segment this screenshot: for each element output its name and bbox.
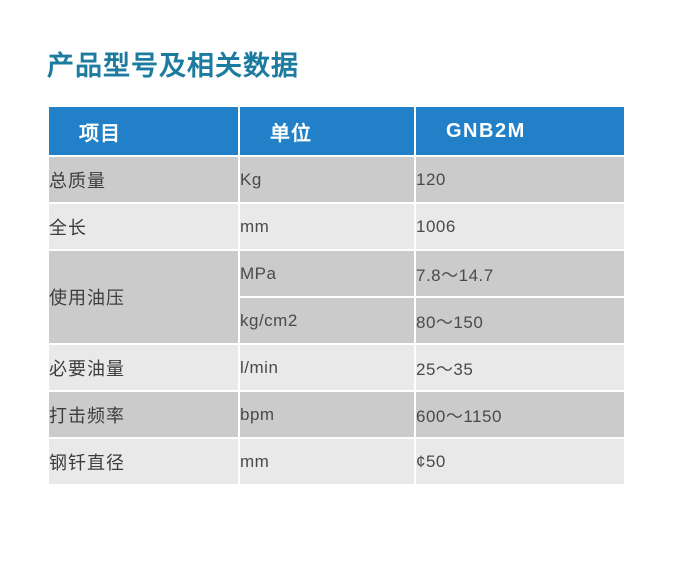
row-unit-label: mm bbox=[240, 439, 414, 484]
row-unit-label: mm bbox=[240, 204, 414, 249]
row-unit-label: kg/cm2 bbox=[240, 298, 414, 343]
table-header: 项目 单位 GNB2M bbox=[49, 107, 624, 155]
row-value-label: 120 bbox=[416, 157, 624, 202]
column-header-unit: 单位 bbox=[240, 107, 414, 155]
table-row: 全长 mm 1006 bbox=[49, 204, 624, 249]
row-unit-label: bpm bbox=[240, 392, 414, 437]
table-row: kg/cm2 80～150 bbox=[49, 298, 624, 343]
row-unit-label: MPa bbox=[240, 251, 414, 296]
row-unit-label: l/min bbox=[240, 345, 414, 390]
table-row: 钢钎直径 mm ¢50 bbox=[49, 439, 624, 484]
product-spec-table: 项目 单位 GNB2M 总质量 Kg 120 全长 mm 1006 使用油压 M… bbox=[47, 105, 626, 486]
column-header-item: 项目 bbox=[49, 107, 238, 155]
row-value-label: 25～35 bbox=[416, 345, 624, 390]
row-item-label: 必要油量 bbox=[49, 345, 238, 390]
table-row: 打击频率 bpm 600～1150 bbox=[49, 392, 624, 437]
column-header-model: GNB2M bbox=[416, 107, 624, 155]
table-row: 必要油量 l/min 25～35 bbox=[49, 345, 624, 390]
page-title: 产品型号及相关数据 bbox=[47, 51, 299, 81]
table-row: 使用油压 MPa 7.8～14.7 bbox=[49, 251, 624, 343]
row-item-label: 总质量 bbox=[49, 157, 238, 202]
row-item-label: 全长 bbox=[49, 204, 238, 249]
row-unit-label: Kg bbox=[240, 157, 414, 202]
table-body: 总质量 Kg 120 全长 mm 1006 使用油压 MPa 7.8～14.7 … bbox=[49, 157, 624, 484]
row-value-label: 1006 bbox=[416, 204, 624, 249]
row-item-label: 钢钎直径 bbox=[49, 439, 238, 484]
row-value-label: 7.8～14.7 bbox=[416, 251, 624, 296]
table-row: 总质量 Kg 120 bbox=[49, 157, 624, 202]
row-value-label: ¢50 bbox=[416, 439, 624, 484]
row-item-label: 打击频率 bbox=[49, 392, 238, 437]
table-header-row: 项目 单位 GNB2M bbox=[49, 107, 624, 155]
row-value-label: 600～1150 bbox=[416, 392, 624, 437]
row-item-label-merged: 使用油压 bbox=[49, 251, 238, 343]
row-value-label: 80～150 bbox=[416, 298, 624, 343]
